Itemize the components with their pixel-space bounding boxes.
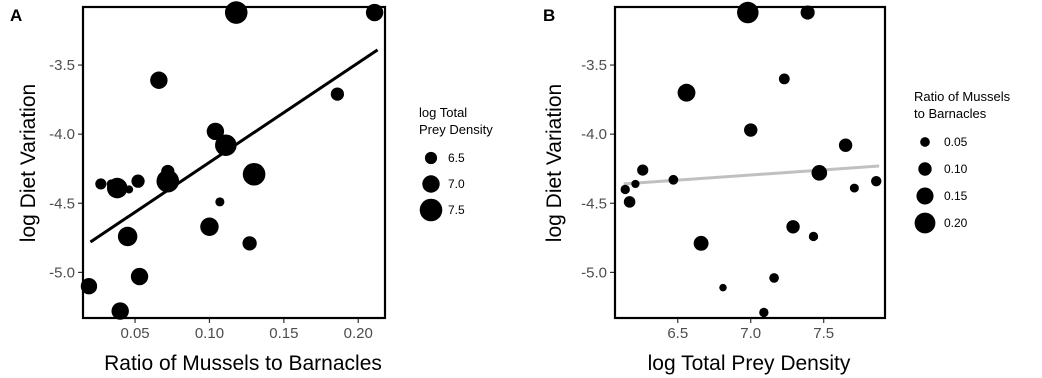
panel-b-data-point: [769, 273, 779, 283]
panel-b-data-point: [744, 123, 758, 137]
panel-b-data-point: [620, 184, 630, 195]
panel-a-data-point: [117, 226, 138, 247]
panel-b-data-point: [871, 175, 882, 187]
panel-a-data-point: [224, 1, 248, 24]
panel-a-letter: A: [10, 6, 22, 25]
panel-b-data-point: [623, 196, 636, 208]
panel-a-y-axis-title: log Diet Variation: [17, 84, 40, 242]
panel-b-data-point: [800, 5, 815, 20]
panel-b-y-tick-label: -4.0: [581, 126, 607, 143]
panel-b-legend-key: [916, 187, 934, 205]
panel-b-data-point: [811, 165, 828, 181]
panel-a-data-point: [156, 169, 180, 193]
panel-a-x-tick-label: 0.15: [269, 325, 298, 342]
panel-a-data-point: [242, 162, 266, 186]
panel-a-x-axis-title: Ratio of Mussels to Barnacles: [104, 352, 382, 375]
panel-a-data-point: [150, 71, 168, 89]
panel-a-data-point: [95, 178, 107, 190]
panel-b-data-point: [849, 183, 859, 193]
panel-a-y-tick-label: -5.0: [49, 264, 75, 281]
panel-b-y-tick-label: -3.5: [581, 57, 607, 74]
panel-b-regression-line: [623, 164, 880, 186]
panel-a-data-point: [215, 197, 225, 207]
panel-a: A 0.05 0.10 0.15 0.20 -5.0 -4.5 -4.0 -3.5 Ratio…: [10, 1, 493, 375]
panel-a-data-point: [242, 236, 257, 251]
panel-a-data-point: [125, 185, 134, 194]
panel-b-x-tick-label: 7.0: [740, 325, 761, 342]
panel-b-legend-label: 0.15: [944, 189, 968, 203]
panel-a-data-point: [111, 302, 129, 320]
panel-a-plot-frame: [81, 5, 387, 320]
panel-b-data-point: [693, 235, 709, 251]
panel-a-x-tick-label: 0.05: [120, 325, 149, 342]
panel-b-data-point: [637, 164, 649, 176]
panel-a-data-point: [130, 267, 149, 286]
panel-b-data-point: [631, 179, 640, 189]
panel-b-x-axis-title: log Total Prey Density: [648, 352, 851, 375]
panel-b-data-point: [737, 1, 759, 24]
panel-b-plot-frame: [613, 5, 887, 320]
panel-a-data-point: [106, 177, 128, 199]
panel-a-data-point: [215, 134, 237, 157]
panel-b-data-point: [778, 73, 790, 85]
panel-b-legend-label: 0.20: [944, 216, 968, 230]
panel-b-legend-title-line-1: Ratio of Mussels: [914, 89, 1011, 104]
panel-b-legend-label: 0.05: [944, 135, 968, 149]
panel-b-data-point: [719, 283, 727, 292]
panel-a-data-point: [330, 87, 345, 101]
panel-b-legend-title-line-2: to Barnacles: [914, 106, 987, 121]
panel-a-legend-key: [419, 198, 443, 222]
panel-b-legend-label: 0.10: [944, 162, 968, 176]
panel-b-letter: B: [543, 6, 555, 25]
panel-b-data-point: [838, 138, 853, 152]
panel-a-y-tick-label: -3.5: [49, 57, 75, 74]
panel-a-data-point: [80, 278, 98, 295]
panel-a-data-point: [365, 3, 384, 22]
panel-b-x-tick-label: 7.5: [813, 325, 834, 342]
panel-b: B 6.5 7.0 7.5 -5.0 -4.5 -4.0 -3.5 log Total Pr…: [543, 1, 1011, 375]
panel-b-data-point: [668, 174, 679, 185]
panel-a-x-tick-label: 0.10: [195, 325, 224, 342]
panel-b-legend-key: [920, 137, 930, 147]
panel-a-legend-label: 7.0: [448, 177, 465, 191]
panel-b-y-tick-label: -5.0: [581, 264, 607, 281]
panel-a-legend-label: 7.5: [448, 203, 465, 217]
panel-a-legend-title-line-1: log Total: [419, 105, 467, 120]
panel-b-data-point: [677, 83, 696, 102]
panel-b-data-point: [786, 220, 800, 234]
panel-b-y-axis-title: log Diet Variation: [543, 84, 566, 242]
panel-a-data-point: [131, 174, 145, 188]
panel-a-legend-key: [422, 175, 440, 193]
panel-b-y-tick-label: -4.5: [581, 195, 607, 212]
panel-a-legend-label: 6.5: [448, 151, 465, 165]
panel-a-data-point: [200, 217, 219, 236]
panel-a-y-tick-label: -4.0: [49, 126, 75, 143]
panel-a-x-tick-label: 0.20: [344, 325, 373, 342]
panel-b-legend: Ratio of Mussels to Barnacles 0.05 0.10 0.…: [914, 89, 1011, 234]
panel-a-y-tick-label: -4.5: [49, 195, 75, 212]
panel-a-legend: log Total Prey Density 6.5 7.0 7.5: [419, 105, 493, 222]
panel-a-legend-key: [424, 151, 438, 165]
panel-a-data-point: [206, 122, 225, 141]
panel-b-x-tick-label: 6.5: [667, 325, 688, 342]
panel-b-data-point: [759, 307, 769, 318]
panel-b-legend-key: [914, 212, 936, 234]
panel-a-legend-title-line-2: Prey Density: [419, 122, 493, 137]
panel-b-legend-key: [918, 162, 932, 176]
panel-b-data-point: [808, 231, 819, 242]
